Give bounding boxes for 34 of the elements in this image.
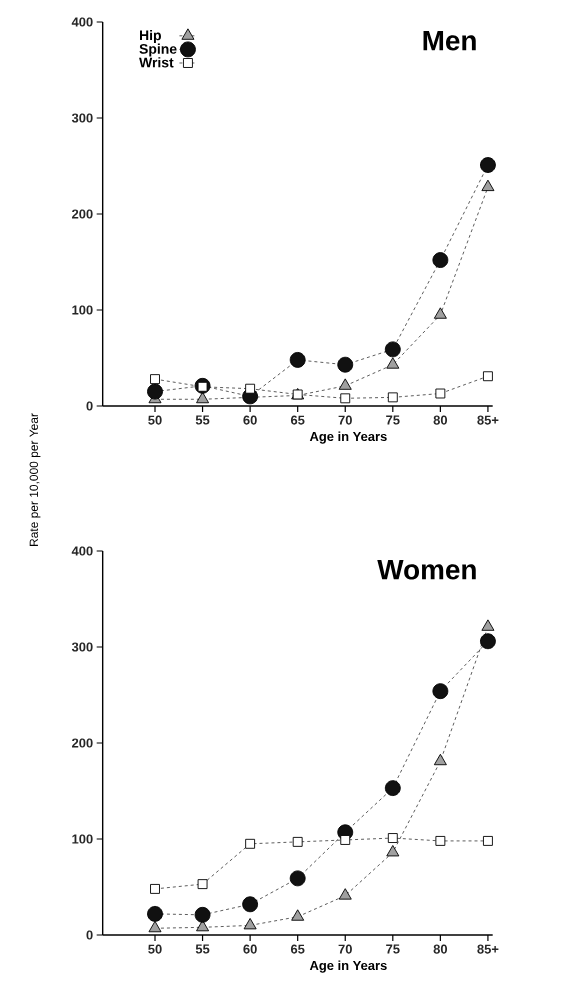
y-tick-label: 300 [71,642,93,652]
x-axis-title: Age in Years [309,431,387,444]
x-tick-label: 80 [433,415,448,425]
chart-title: Men [423,31,476,51]
y-tick-label: 200 [72,209,93,219]
x-tick-label: 50 [148,415,162,425]
y-tick-label: 0 [86,930,93,940]
x-tick-label: 70 [338,944,352,954]
legend-label: Wrist [139,57,174,68]
x-tick-label: 60 [243,415,257,425]
y-tick-label: 100 [72,305,93,315]
x-tick-label: 55 [195,415,210,425]
x-tick-label: 70 [338,415,352,425]
y-tick-label: 100 [72,834,93,844]
y-tick-label: 300 [71,113,93,123]
x-tick-label: 85+ [477,944,499,954]
y-tick-label: 200 [72,738,93,748]
x-tick-label: 75 [386,415,400,425]
x-tick-label: 85+ [477,415,499,425]
x-tick-label: 50 [148,944,162,954]
x-tick-label: 55 [195,944,210,954]
legend-label: Spine [139,43,177,57]
y-axis-title: Rate per 10,000 per Year [29,413,41,546]
chart-title: Women [377,560,476,580]
y-tick-label: 400 [71,546,93,556]
x-tick-label: 65 [290,944,305,954]
x-tick-label: 65 [290,415,305,425]
x-tick-label: 60 [243,944,257,954]
y-tick-label: 400 [71,17,93,27]
y-tick-label: 0 [86,401,93,411]
legend-label: Hip [140,30,161,44]
x-axis-title: Age in Years [309,960,387,973]
x-tick-label: 75 [386,944,400,954]
x-tick-label: 80 [433,944,448,954]
